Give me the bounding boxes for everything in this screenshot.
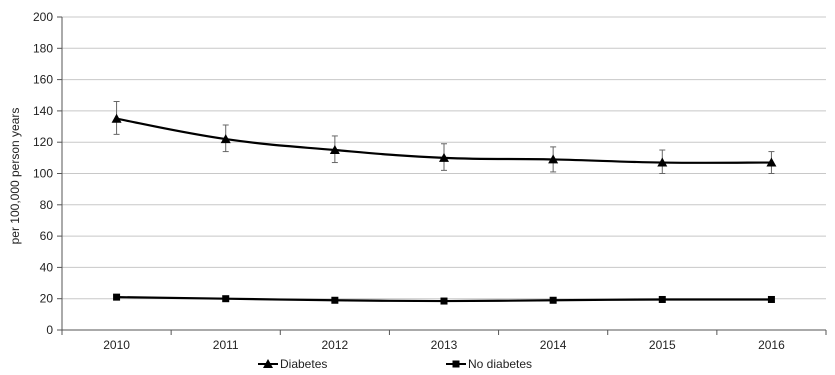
x-tick-label: 2014 bbox=[540, 338, 567, 352]
series-no-diabetes bbox=[113, 293, 775, 305]
legend: Diabetes No diabetes bbox=[258, 357, 532, 371]
y-tick-label: 180 bbox=[33, 41, 53, 55]
x-tick-label: 2015 bbox=[649, 338, 676, 352]
x-tick-label: 2011 bbox=[213, 338, 239, 352]
data-point bbox=[658, 295, 666, 303]
x-tick-label: 2013 bbox=[431, 338, 458, 352]
data-point bbox=[222, 295, 230, 303]
x-tick-label: 2010 bbox=[103, 338, 130, 352]
series-diabetes bbox=[111, 101, 777, 174]
y-axis-label: per 100,000 person years bbox=[8, 108, 22, 245]
axes bbox=[57, 16, 827, 335]
series-layer bbox=[111, 101, 777, 305]
legend-label: Diabetes bbox=[280, 357, 327, 371]
legend-item: No diabetes bbox=[446, 357, 532, 371]
legend-label: No diabetes bbox=[468, 357, 532, 371]
x-tick-label: 2016 bbox=[758, 338, 785, 352]
y-tick-label: 160 bbox=[33, 73, 53, 87]
y-tick-label: 80 bbox=[40, 198, 54, 212]
gridlines bbox=[62, 16, 826, 300]
y-tick-label: 100 bbox=[33, 167, 53, 181]
data-point bbox=[111, 113, 122, 123]
data-point bbox=[766, 157, 777, 167]
y-tick-label: 140 bbox=[33, 104, 53, 118]
y-tick-label: 40 bbox=[40, 260, 54, 274]
legend-item: Diabetes bbox=[258, 357, 327, 371]
y-tick-label: 20 bbox=[40, 292, 54, 306]
legend-swatch-marker bbox=[452, 360, 460, 368]
data-point bbox=[657, 157, 668, 167]
data-point bbox=[549, 296, 557, 304]
y-tick-label: 0 bbox=[46, 323, 53, 337]
data-point bbox=[113, 293, 121, 301]
legend-swatch-marker bbox=[263, 359, 273, 368]
x-tick-labels: 2010 2011 2012 2013 2014 2015 2016 bbox=[103, 338, 785, 352]
x-tick-label: 2012 bbox=[322, 338, 349, 352]
data-point bbox=[439, 152, 449, 162]
data-point bbox=[331, 296, 339, 304]
y-tick-label: 120 bbox=[33, 135, 53, 149]
data-point bbox=[767, 295, 775, 303]
y-tick-label: 200 bbox=[33, 10, 53, 24]
y-tick-labels: 0 20 40 60 80 100 120 140 160 180 200 bbox=[33, 10, 53, 337]
y-tick-label: 60 bbox=[40, 229, 54, 243]
data-point bbox=[440, 297, 448, 305]
data-point bbox=[329, 145, 340, 155]
data-point bbox=[548, 154, 559, 164]
data-point bbox=[220, 134, 231, 144]
